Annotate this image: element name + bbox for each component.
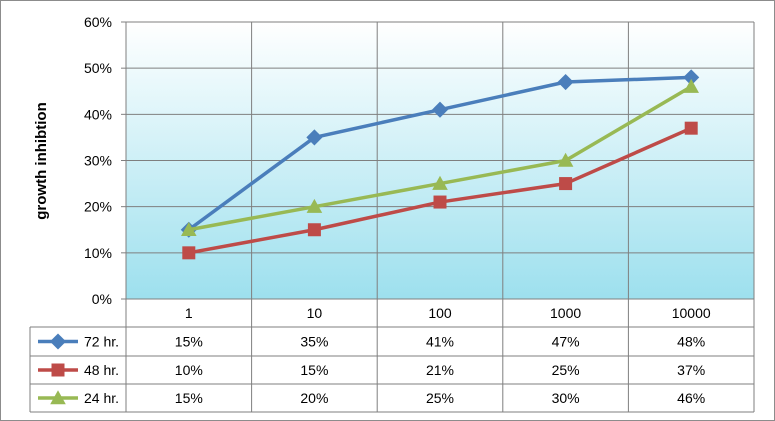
data-table-cell: 10% [175,362,203,378]
y-tick-label: 40% [84,106,112,122]
y-tick-label: 10% [84,245,112,261]
data-point [559,177,573,191]
y-tick-label: 60% [84,14,112,30]
y-axis-ticks: 0% 10% 20% 30% 40% 50% 60% [84,14,112,307]
data-table-cell: 25% [552,362,580,378]
data-table-cell: 30% [552,390,580,406]
data-point [306,129,323,146]
data-table-cell: 15% [175,390,203,406]
data-point [557,73,574,91]
data-table-cell: 47% [552,334,580,350]
data-point [306,198,323,213]
y-tick-label: 0% [92,291,112,307]
legend-label: 72 hr. [84,334,119,350]
legend-label: 48 hr. [84,362,119,378]
legend-marker [51,363,65,377]
data-table-cell: 21% [426,362,454,378]
legend-label: 24 hr. [84,390,119,406]
data-point [181,221,197,236]
x-tick-label: 1 [185,305,193,321]
data-table-cell: 48% [677,334,705,350]
data-table-cell: 35% [300,334,328,350]
series-lines [180,69,700,260]
data-point [684,121,698,135]
data-point [683,69,700,86]
y-axis-title: growth inhibtion [33,102,50,219]
data-table-cell: 41% [426,334,454,350]
data-point [182,246,196,260]
y-tick-label: 50% [84,60,112,76]
legend-marker [49,333,67,350]
data-point [307,223,321,237]
data-table-cell: 46% [677,390,705,406]
data-table-cell: 25% [426,390,454,406]
data-table-cell: 37% [677,362,705,378]
data-point [557,152,574,167]
x-tick-label: 10 [307,305,323,321]
data-table-cell: 15% [300,362,328,378]
data-point [683,78,699,93]
legend-marker [50,390,66,405]
data-point [431,101,449,118]
x-tick-label: 10000 [672,305,711,321]
y-tick-label: 30% [84,153,112,169]
data-table-cell: 20% [300,390,328,406]
data-point [432,175,448,190]
data-point [433,195,447,209]
data-table-cell: 15% [175,334,203,350]
x-tick-label: 1000 [550,305,581,321]
x-tick-label: 100 [428,305,452,321]
y-tick-label: 20% [84,199,112,215]
